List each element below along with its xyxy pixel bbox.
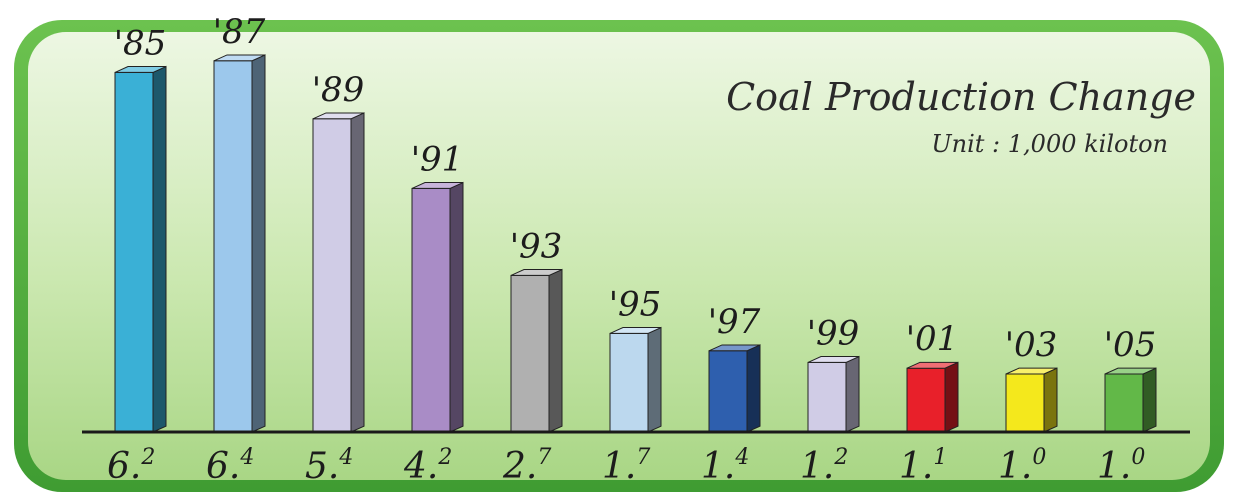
bar-year-label: '03 xyxy=(1005,325,1058,365)
bar-top xyxy=(708,344,761,352)
bar-front xyxy=(807,361,847,433)
bar-2 xyxy=(312,112,365,433)
bar-top xyxy=(1104,367,1157,375)
bar-year-label: '01 xyxy=(906,319,959,359)
bar-side xyxy=(449,181,464,433)
bar-side xyxy=(350,112,365,433)
labels-layer: '85 6.2 '87 6.4 '89 5.4 '91 4.2 '93 2.7 '95 1.7 '97 1… xyxy=(107,12,1156,487)
bar-value-label: 1.2 xyxy=(800,445,848,487)
bar-value-label: 6.4 xyxy=(206,445,254,487)
bar-year-label: '99 xyxy=(807,313,860,353)
bar-value-label: 1.4 xyxy=(701,445,749,487)
bar-top xyxy=(1005,367,1058,375)
bar-front xyxy=(411,187,451,433)
bar-value-label: 4.2 xyxy=(403,445,452,487)
bar-1 xyxy=(213,54,266,433)
bar-value-label: 1.1 xyxy=(899,445,947,487)
bar-value-label: 6.2 xyxy=(107,445,155,487)
bar-side xyxy=(746,344,761,433)
bar-year-label: '93 xyxy=(510,226,563,266)
bar-7 xyxy=(807,355,860,433)
bar-side xyxy=(251,54,266,433)
bar-4 xyxy=(510,268,563,433)
bar-value-label: 1.7 xyxy=(602,445,650,487)
bar-front xyxy=(510,274,550,433)
bar-year-label: '87 xyxy=(213,12,266,52)
bar-top xyxy=(906,361,959,369)
bar-top xyxy=(312,112,365,120)
bar-value-label: 5.4 xyxy=(305,445,353,487)
bar-front xyxy=(1104,373,1144,433)
bar-top xyxy=(114,66,167,73)
bar-top xyxy=(807,356,860,363)
bar-value-label: 1.0 xyxy=(1097,445,1145,487)
bar-front xyxy=(708,350,748,433)
bar-6 xyxy=(708,344,761,433)
bar-value-label: 1.0 xyxy=(998,445,1046,487)
bar-8 xyxy=(906,361,959,433)
chart-subtitle: Unit : 1,000 kiloton xyxy=(931,130,1168,158)
bar-0 xyxy=(114,65,167,433)
bar-year-label: '89 xyxy=(312,70,365,110)
bar-top xyxy=(213,54,266,62)
bar-5 xyxy=(609,326,662,433)
bar-year-label: '05 xyxy=(1104,325,1157,365)
bar-side xyxy=(1043,367,1058,433)
bar-year-label: '91 xyxy=(411,139,464,179)
bar-top xyxy=(510,269,563,276)
bar-front xyxy=(1005,373,1045,433)
bar-front xyxy=(114,71,154,433)
bar-side xyxy=(845,355,860,433)
bar-side xyxy=(647,326,662,433)
bar-front xyxy=(213,60,253,433)
bar-10 xyxy=(1104,367,1157,433)
bar-year-label: '95 xyxy=(609,284,662,324)
bar-value-label: 2.7 xyxy=(502,445,551,487)
bar-top xyxy=(609,327,662,334)
bar-top xyxy=(411,182,464,189)
bar-side xyxy=(1142,367,1157,433)
bar-year-label: '85 xyxy=(114,23,167,63)
bar-side xyxy=(548,268,563,433)
bar-3 xyxy=(411,181,464,433)
bar-year-label: '97 xyxy=(708,302,761,342)
bar-9 xyxy=(1005,367,1058,433)
bar-front xyxy=(312,118,352,433)
bar-side xyxy=(152,65,167,433)
chart-title: Coal Production Change xyxy=(726,75,1196,119)
bar-front xyxy=(609,332,649,433)
bar-front xyxy=(906,367,946,433)
bars-layer xyxy=(114,54,1157,433)
bar-side xyxy=(944,361,959,433)
